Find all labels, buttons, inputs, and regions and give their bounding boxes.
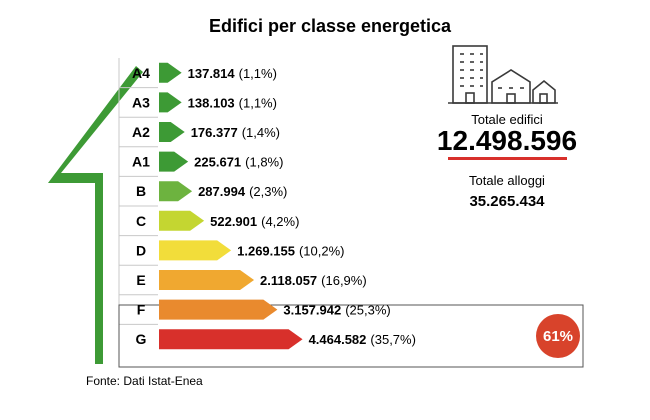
highlight-box-f-g (118, 304, 584, 368)
bar-g (159, 329, 303, 350)
badge-circle (536, 314, 580, 358)
energy-class-row-f: F 3.157.942 (25,3%) (137, 299, 391, 320)
class-label: A3 (132, 94, 150, 110)
value-number: 138.103 (188, 95, 235, 110)
value-number: 287.994 (198, 184, 246, 199)
chart-title: Edifici per classe energetica (209, 16, 452, 36)
class-label: D (136, 242, 146, 258)
buildings-icon (448, 45, 558, 104)
class-label: B (136, 183, 146, 199)
value-percent: (16,9%) (321, 273, 367, 288)
share-badge: 61% (536, 314, 580, 358)
value-label: 137.814 (1,1%) (188, 66, 277, 81)
class-label: A1 (132, 154, 150, 170)
value-number: 4.464.582 (309, 332, 367, 347)
bar-d (159, 240, 232, 261)
chart-source: Fonte: Dati Istat-Enea (86, 374, 203, 388)
value-percent: (1,1%) (239, 66, 277, 81)
value-label: 176.377 (1,4%) (191, 125, 280, 140)
bar-c (159, 210, 205, 231)
class-label: G (136, 331, 147, 347)
total-dwellings-label: Totale alloggi (469, 173, 545, 188)
value-number: 3.157.942 (283, 303, 341, 318)
total-buildings-underline (448, 157, 567, 160)
value-label: 138.103 (1,1%) (188, 95, 277, 110)
value-percent: (1,8%) (245, 155, 283, 170)
bar-a1 (159, 151, 189, 172)
energy-class-row-a1: A1 225.671 (1,8%) (132, 151, 283, 172)
value-percent: (2,3%) (249, 184, 287, 199)
value-number: 1.269.155 (237, 243, 295, 258)
bar-a3 (159, 92, 182, 113)
value-label: 522.901 (4,2%) (210, 214, 299, 229)
class-label: C (136, 213, 146, 229)
bar-a4 (159, 62, 182, 83)
value-label: 1.269.155 (10,2%) (237, 243, 344, 258)
energy-class-row-a2: A2 176.377 (1,4%) (132, 122, 280, 142)
value-label: 4.464.582 (35,7%) (309, 332, 416, 347)
bar-e (159, 270, 255, 290)
energy-class-row-b: B 287.994 (2,3%) (136, 181, 287, 202)
energy-class-row-a4: A4 137.814 (1,1%) (132, 62, 277, 83)
total-buildings-label: Totale edifici (471, 112, 543, 127)
value-label: 287.994 (2,3%) (198, 184, 287, 199)
class-label: A2 (132, 124, 150, 140)
value-percent: (1,1%) (239, 95, 277, 110)
class-label: A4 (132, 65, 150, 81)
total-dwellings-value: 35.265.434 (469, 193, 545, 210)
total-buildings-value: 12.498.596 (437, 125, 577, 156)
energy-class-row-a3: A3 138.103 (1,1%) (132, 92, 277, 113)
value-label: 225.671 (1,8%) (194, 155, 283, 170)
upward-arrow-outline (48, 66, 143, 364)
value-label: 3.157.942 (25,3%) (283, 303, 390, 318)
energy-class-row-d: D 1.269.155 (10,2%) (136, 240, 345, 261)
energy-class-row-e: E 2.118.057 (16,9%) (136, 270, 367, 290)
value-percent: (25,3%) (345, 303, 391, 318)
energy-class-row-c: C 522.901 (4,2%) (136, 210, 299, 231)
badge-text: 61% (543, 328, 573, 345)
value-number: 225.671 (194, 155, 241, 170)
value-number: 2.118.057 (260, 273, 317, 288)
value-number: 176.377 (191, 125, 238, 140)
value-percent: (4,2%) (261, 214, 299, 229)
value-number: 522.901 (210, 214, 257, 229)
value-percent: (1,4%) (242, 125, 280, 140)
energy-class-rows: A4 137.814 (1,1%)A3 138.103 (1,1%)A2 176.377(… (132, 62, 416, 350)
class-label: F (137, 302, 146, 318)
bar-b (159, 181, 193, 202)
bar-a2 (159, 122, 185, 142)
value-number: 137.814 (188, 66, 236, 81)
value-percent: (10,2%) (299, 243, 345, 258)
value-percent: (35,7%) (370, 332, 416, 347)
bar-f (159, 299, 278, 320)
class-label: E (136, 272, 145, 288)
value-label: 2.118.057 (16,9%) (260, 273, 367, 288)
energy-class-row-g: G 4.464.582 (35,7%) (136, 329, 416, 350)
